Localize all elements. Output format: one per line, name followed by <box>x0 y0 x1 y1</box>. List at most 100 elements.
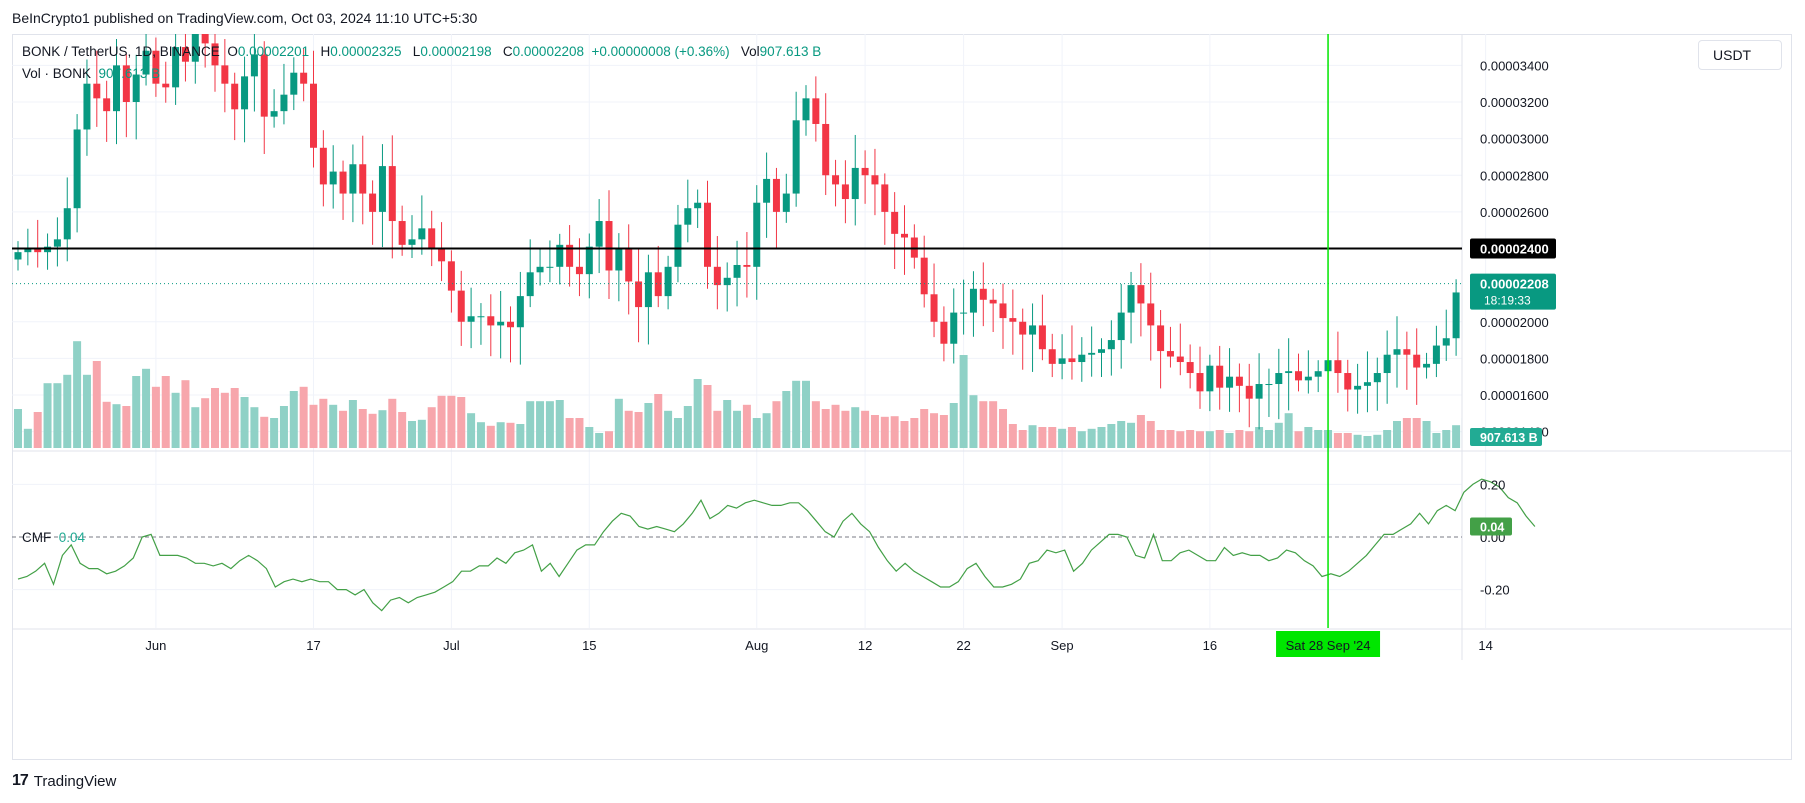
volume-bar <box>1343 433 1352 448</box>
volume-bar <box>1235 430 1244 448</box>
volume-bar <box>437 395 446 448</box>
cmf-tick-label: -0.20 <box>1480 583 1510 598</box>
volume-bar <box>201 398 210 448</box>
candle-body <box>142 50 150 75</box>
volume-bar <box>319 398 328 448</box>
price-tick-label: 0.00002000 <box>1480 315 1549 330</box>
candle-body <box>585 246 593 275</box>
volume-bar <box>142 368 151 448</box>
volume-series-label[interactable]: Vol · BONK <box>22 66 92 81</box>
time-tick-label: 16 <box>1203 638 1217 653</box>
tradingview-logo[interactable]: 17 TradingView <box>12 772 116 790</box>
volume-bar <box>43 383 52 448</box>
volume-bar <box>792 380 801 448</box>
candle-body <box>1423 363 1431 368</box>
cmf-value-badge: 0.04 <box>1480 520 1504 534</box>
level-label-bg <box>1470 238 1556 259</box>
candle-body <box>1462 247 1469 293</box>
volume-bar <box>939 415 948 448</box>
candle-body <box>1304 376 1312 381</box>
level-label: 0.00002400 <box>1480 242 1549 257</box>
candle-body <box>615 248 623 271</box>
volume-bar <box>486 425 495 448</box>
candle-body <box>132 74 140 102</box>
volume-bar <box>476 422 485 448</box>
volume-bar <box>1176 431 1185 448</box>
candle-body <box>782 193 790 212</box>
candle-body <box>1009 318 1017 322</box>
publisher-line: BeInCrypto1 published on TradingView.com… <box>12 10 478 26</box>
candle-body <box>1373 373 1381 383</box>
volume-badge: 907.613 B <box>1480 431 1538 445</box>
candle-body <box>1196 373 1204 392</box>
currency-button[interactable]: USDT <box>1698 40 1782 70</box>
candle-body <box>654 272 662 297</box>
volume-series-value: 907.613 B <box>98 66 161 81</box>
volume-bar <box>930 413 939 448</box>
volume-bar <box>703 385 712 448</box>
symbol-label[interactable]: BONK / TetherUS, 1D, BINANCE <box>22 44 220 59</box>
volume-bar <box>664 410 673 448</box>
candle-body <box>507 321 514 328</box>
volume-bar <box>82 374 91 448</box>
candle-body <box>723 277 731 286</box>
volume-bar <box>1097 427 1106 448</box>
date-marker-label: Sat 28 Sep '24 <box>1286 638 1371 653</box>
candle-body <box>1078 354 1086 363</box>
candle-body <box>369 193 377 212</box>
volume-bar <box>752 418 761 448</box>
candle-body <box>339 171 347 194</box>
candle-body <box>113 65 120 112</box>
volume-bar <box>358 409 367 448</box>
candle-body <box>851 167 859 200</box>
volume-bar <box>1461 418 1462 448</box>
volume-bar <box>811 401 820 448</box>
candle-body <box>418 228 426 240</box>
candle-body <box>1048 349 1056 364</box>
ohlc-legend: BONK / TetherUS, 1D, BINANCE O0.00002201… <box>22 44 821 59</box>
high-value: 0.00002325 <box>330 44 402 59</box>
volume-bar <box>171 392 180 448</box>
open-label: O <box>227 44 238 59</box>
countdown-label: 18:19:33 <box>1484 294 1531 308</box>
candle-body <box>841 184 849 200</box>
volume-bar <box>693 379 702 448</box>
volume-bar <box>1067 427 1076 448</box>
candle-body <box>595 221 603 247</box>
cmf-label[interactable]: CMF <box>22 530 52 545</box>
candle-body <box>1147 303 1155 326</box>
candle-body <box>733 264 741 278</box>
candle-body <box>93 83 101 99</box>
volume-bar <box>920 409 929 448</box>
candle-body <box>605 221 613 271</box>
volume-bar <box>339 410 348 448</box>
volume-bar <box>683 406 692 448</box>
volume-bar <box>673 418 682 448</box>
candle-body <box>300 72 308 84</box>
candle-body <box>349 164 357 194</box>
candle-body <box>684 208 692 225</box>
time-tick-label: 14 <box>1478 638 1492 653</box>
candle-body <box>536 266 544 273</box>
candle-body <box>822 123 830 176</box>
volume-bar <box>289 391 298 448</box>
candle-body <box>1235 376 1243 386</box>
volume-bar <box>1087 428 1096 448</box>
volume-bar <box>102 401 111 448</box>
candle-body <box>1206 365 1214 392</box>
price-tick-label: 0.00003000 <box>1480 132 1549 147</box>
volume-bar <box>270 418 279 448</box>
volume-bar <box>841 410 850 448</box>
candle-body <box>1038 325 1046 350</box>
tradingview-brand: TradingView <box>33 772 117 790</box>
candle-body <box>388 166 396 222</box>
volume-bar <box>1018 430 1027 448</box>
volume-bar <box>1156 430 1165 448</box>
last-price-label-bg <box>1470 273 1556 310</box>
candle-body <box>1344 373 1352 390</box>
candle-body <box>270 111 278 117</box>
volume-bar <box>279 406 288 448</box>
candle-body <box>950 312 958 344</box>
volume-bar <box>979 401 988 448</box>
